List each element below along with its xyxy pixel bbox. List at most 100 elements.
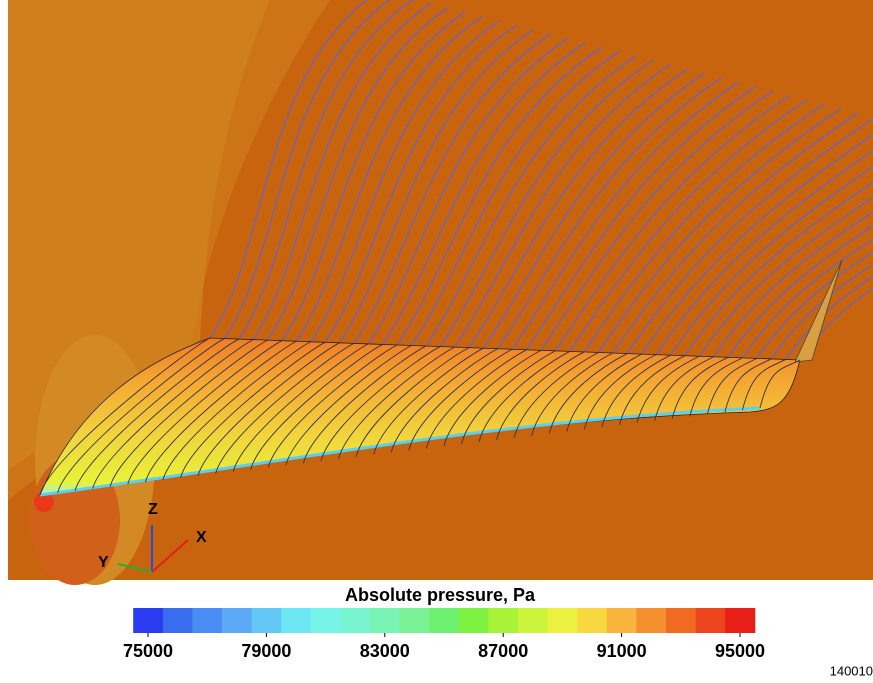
colorbar-segment (251, 608, 282, 633)
streamline (684, 181, 873, 357)
surface-streamline (759, 359, 801, 409)
surface-streamline (180, 341, 326, 479)
streamlines (209, 0, 873, 361)
surface-streamline (267, 344, 398, 468)
colorbar-segment (162, 608, 193, 633)
streamline (554, 94, 791, 352)
colorbar-tick-label: 79000 (241, 641, 291, 661)
surface-streamline (373, 347, 484, 455)
surface-streamline (724, 358, 772, 413)
colorbar-tick-label: 75000 (123, 641, 173, 661)
surface-streamline (302, 345, 427, 464)
surface-streamline (671, 356, 729, 419)
surface-streamline (74, 338, 239, 491)
streamline (626, 117, 873, 354)
streamline (756, 251, 873, 359)
colorbar-segment (725, 608, 756, 633)
colorbar-segment (222, 608, 253, 633)
streamline (511, 81, 739, 350)
streamline (713, 211, 873, 358)
streamline (612, 112, 859, 354)
streamline (267, 7, 449, 341)
streamline (569, 99, 808, 352)
surface-streamlines (39, 337, 801, 496)
streamline (727, 225, 873, 358)
colorbar-segment (577, 608, 608, 633)
surface-streamline (619, 355, 686, 426)
streamline (669, 165, 873, 356)
surface-streamline (742, 359, 786, 411)
colorbar-tick-label: 91000 (597, 641, 647, 661)
streamline (324, 24, 517, 343)
surface-streamline (443, 349, 542, 447)
streamline (238, 0, 414, 340)
pressure-zone (34, 492, 54, 512)
colorbar-tick-label: 95000 (715, 641, 765, 661)
surface-streamline (566, 353, 642, 432)
streamline (252, 2, 432, 340)
streamline (497, 77, 722, 350)
streamline (698, 196, 873, 357)
surface-streamline (39, 337, 211, 496)
surface-streamline (144, 340, 297, 483)
surface-streamline (215, 342, 355, 474)
surface-streamline (689, 357, 743, 417)
colorbar-tick-label: 87000 (478, 641, 528, 661)
colorbar-segment (488, 608, 519, 633)
winglet (794, 259, 843, 363)
streamline (338, 28, 535, 344)
colorbar-segment (695, 608, 726, 633)
streamline (396, 46, 603, 346)
surface-streamline (583, 354, 657, 430)
colorbar-segment (192, 608, 223, 633)
z-label: Z (148, 501, 158, 518)
surface-streamline (390, 348, 499, 453)
colorbar-segment (547, 608, 578, 633)
streamline (540, 90, 774, 351)
axis-triad: Z X Y (98, 501, 207, 573)
surface-streamline (250, 344, 383, 470)
colorbar-segment (429, 608, 460, 633)
figure-id: 140010 (830, 663, 873, 678)
surface-streamline (425, 349, 527, 449)
colorbar-segment (310, 608, 341, 633)
x-label: X (196, 529, 207, 546)
scene: Z X Y (8, 0, 873, 585)
colorbar: 75000 79000 83000 87000 91000 95000 (123, 608, 765, 661)
colorbar-segment (518, 608, 549, 633)
streamline (741, 238, 873, 359)
colorbar-segment (666, 608, 697, 633)
surface-streamline (706, 357, 758, 415)
streamline (209, 0, 368, 339)
streamline (310, 20, 500, 343)
streamline (223, 0, 391, 339)
x-axis (151, 539, 189, 573)
surface-streamline (513, 352, 599, 438)
streamline (468, 68, 688, 349)
streamline (482, 72, 705, 349)
colorbar-tick-label: 83000 (360, 641, 410, 661)
surface-streamline (478, 351, 570, 443)
colorbar-segment (340, 608, 371, 633)
streamline (295, 15, 483, 342)
streamline (655, 149, 873, 355)
surface-streamline (197, 342, 340, 477)
streamline (454, 64, 671, 348)
surface-streamline (320, 346, 441, 462)
streamline (597, 107, 842, 353)
colorbar-segment (133, 608, 164, 633)
surface-streamline (338, 346, 455, 460)
streamline (799, 287, 873, 361)
surface-streamline (654, 356, 714, 421)
streamline (439, 59, 654, 347)
leading-edge (39, 406, 761, 497)
surface-streamline (109, 339, 268, 487)
surface-streamline (285, 345, 412, 466)
surface-streamline (636, 355, 700, 423)
colorbar-segment (281, 608, 312, 633)
surface-streamline (461, 350, 556, 445)
colorbar-segment (458, 608, 489, 633)
streamline (353, 33, 552, 344)
streamline (281, 11, 466, 342)
